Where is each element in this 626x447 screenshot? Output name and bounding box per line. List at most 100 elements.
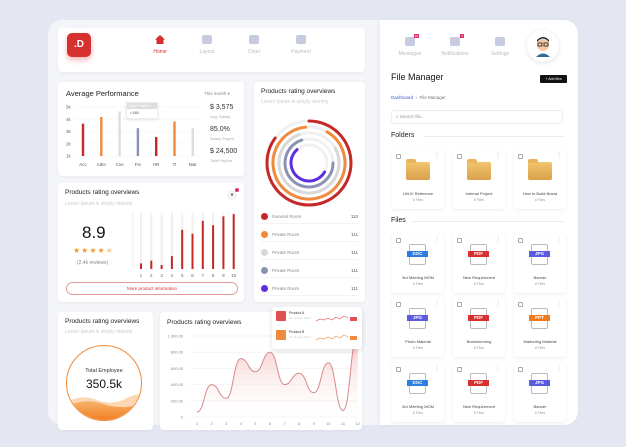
select-checkbox[interactable] xyxy=(396,367,401,372)
room-icon xyxy=(261,249,268,256)
more-options-icon[interactable]: ⋮ xyxy=(434,301,440,307)
select-checkbox[interactable] xyxy=(396,154,401,159)
x-tick-label: 1 xyxy=(196,421,199,426)
nav-payment[interactable]: Payment xyxy=(281,35,321,55)
bell-icon: 7 xyxy=(450,34,464,46)
doc-file-icon: DOC xyxy=(407,373,428,394)
select-checkbox[interactable] xyxy=(396,302,401,307)
select-checkbox[interactable] xyxy=(457,154,462,159)
card-title: Products rating overviews xyxy=(167,319,242,326)
search-input[interactable]: ⌕ Search file... xyxy=(391,110,563,124)
rating-bar-4 xyxy=(170,256,173,269)
bar-track xyxy=(140,213,142,269)
file-name: New Requirement xyxy=(462,404,495,409)
folder-card[interactable]: ⋮ Internal Project 8 Files xyxy=(453,150,505,209)
more-options-icon[interactable]: ⋮ xyxy=(495,366,501,372)
x-tick-label: 2 xyxy=(150,273,153,278)
nav-label: Layout xyxy=(199,49,215,55)
file-card[interactable]: ⋮ PDF New Requirement 8 Files xyxy=(453,363,505,422)
rating-bar-8 xyxy=(212,225,215,269)
ring-arc xyxy=(271,125,347,201)
nav-home[interactable]: Home xyxy=(140,35,180,55)
file-card[interactable]: ⋮ JPG Banner 8 Files xyxy=(514,363,566,422)
folder-card[interactable]: ⋮ How to Build Brand 8 Files xyxy=(514,150,566,209)
more-options-icon[interactable]: ⋮ xyxy=(556,237,562,243)
room-row[interactable]: Private Room 111 xyxy=(261,284,358,296)
folder-name: How to Build Brand xyxy=(522,191,558,196)
badge: 7 xyxy=(460,34,464,38)
file-count: 8 Files xyxy=(473,282,485,286)
room-row[interactable]: Private Room 111 xyxy=(261,266,358,278)
file-card[interactable]: ⋮ PDF New Requirement 8 Files xyxy=(453,234,505,293)
file-card[interactable]: ⋮ PPT Marketing Material 8 Files xyxy=(514,298,566,357)
mail-icon: 15 xyxy=(405,34,419,46)
select-checkbox[interactable] xyxy=(518,238,523,243)
more-options-icon[interactable]: ⋮ xyxy=(556,153,562,159)
room-row[interactable]: Private Room 111 xyxy=(261,230,358,242)
more-options-icon[interactable]: ⋮ xyxy=(434,237,440,243)
file-card[interactable]: ⋮ PDF Brainstorming 8 Files xyxy=(453,298,505,357)
file-card[interactable]: ⋮ DOC 3rd Meeting MOM 8 Files xyxy=(392,363,444,422)
product-date: 24 Januari 2022 xyxy=(289,335,311,339)
bar-acc xyxy=(81,123,85,156)
file-manager-panel xyxy=(380,20,578,425)
select-checkbox[interactable] xyxy=(518,302,523,307)
room-label: Private Room xyxy=(272,268,300,273)
rating-bar-5 xyxy=(181,229,184,269)
select-checkbox[interactable] xyxy=(396,238,401,243)
room-label: Private Room xyxy=(272,250,300,255)
more-options-icon[interactable]: ⋮ xyxy=(556,366,562,372)
settings-icon[interactable]: ● xyxy=(227,188,239,200)
folder-count: 8 Files xyxy=(412,198,424,202)
more-options-icon[interactable]: ⋮ xyxy=(434,153,440,159)
select-checkbox[interactable] xyxy=(457,238,462,243)
select-checkbox[interactable] xyxy=(457,367,462,372)
select-checkbox[interactable] xyxy=(518,367,523,372)
performance-bar-chart: 5k 4k 3k 2k 1k Acc Adm Cus Fin HR IT Mar xyxy=(66,105,200,167)
x-tick-label: Acc xyxy=(79,162,87,167)
x-tick-label: IT xyxy=(173,162,177,167)
settings-button[interactable]: Settings xyxy=(480,37,520,57)
more-options-icon[interactable]: ⋮ xyxy=(495,237,501,243)
x-tick-label: 5 xyxy=(254,421,257,426)
x-tick-label: 6 xyxy=(269,421,272,426)
nav-chart[interactable]: Chart xyxy=(234,35,274,55)
breadcrumb-dashboard[interactable]: Dashboard xyxy=(391,95,414,100)
star-rating: ★★★★★ xyxy=(73,246,114,255)
x-tick-label: 8 xyxy=(298,421,301,426)
x-tick-label: 1 xyxy=(140,273,143,278)
room-row[interactable]: General Room 110 xyxy=(261,212,358,224)
more-options-icon[interactable]: ⋮ xyxy=(556,301,562,307)
select-checkbox[interactable] xyxy=(518,154,523,159)
top-label: Messages xyxy=(398,51,422,57)
products-rating-card: Products rating overviews Lorem Ipsum is… xyxy=(58,183,244,302)
ring-arc xyxy=(289,143,329,183)
nav-label: Chart xyxy=(247,49,261,55)
notifications-button[interactable]: 7 Notifications xyxy=(435,34,475,57)
file-count: 8 Files xyxy=(412,346,424,350)
top-nav: .D Home Layout Chart Payment xyxy=(58,28,365,72)
file-card[interactable]: ⋮ JPG Banner 8 Files xyxy=(514,234,566,293)
folder-card[interactable]: ⋮ UI/UX Reference 8 Files xyxy=(392,150,444,209)
add-files-button[interactable]: + Add files xyxy=(540,75,567,83)
room-icon xyxy=(261,231,268,238)
file-card[interactable]: ⋮ DOC 3rd Meeting MOM 8 Files xyxy=(392,234,444,293)
employee-value: 350.5k xyxy=(85,377,123,391)
messages-button[interactable]: 15 Messages xyxy=(390,34,430,57)
more-options-icon[interactable]: ⋮ xyxy=(495,301,501,307)
pdf-file-icon: PDF xyxy=(468,244,489,265)
room-row[interactable]: Private Room 111 xyxy=(261,248,358,260)
file-name: Banner xyxy=(533,275,547,280)
room-value: 111 xyxy=(351,268,358,273)
more-options-icon[interactable]: ⋮ xyxy=(495,153,501,159)
more-product-info-button[interactable]: More product information xyxy=(66,282,238,295)
nav-layout[interactable]: Layout xyxy=(187,35,227,55)
bar-adm xyxy=(100,117,103,156)
stat-value: $ 24,500 xyxy=(210,148,238,155)
more-options-icon[interactable]: ⋮ xyxy=(434,366,440,372)
select-checkbox[interactable] xyxy=(457,302,462,307)
file-card[interactable]: ⋮ JPG Photo Material 8 Files xyxy=(392,298,444,357)
logo[interactable]: .D xyxy=(67,33,91,57)
avatar[interactable] xyxy=(527,30,559,62)
period-dropdown[interactable]: This month ▾ xyxy=(204,91,230,97)
